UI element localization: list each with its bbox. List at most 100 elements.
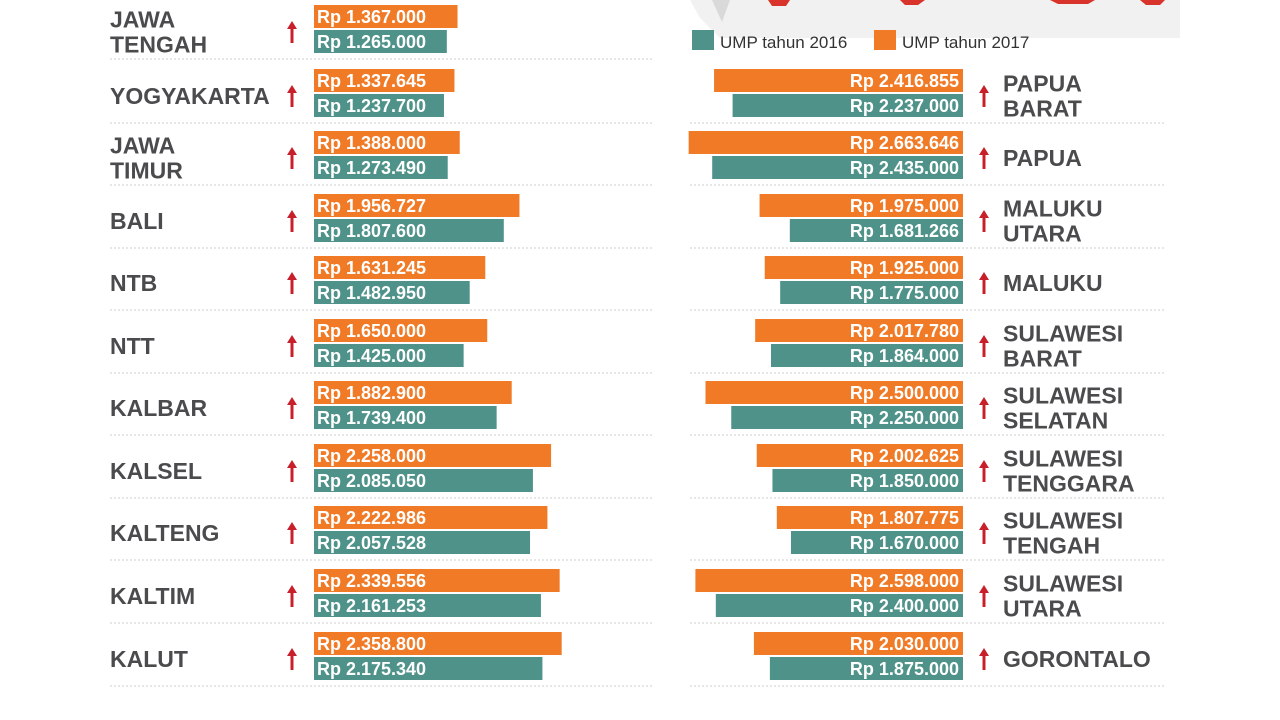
province-label: TIMUR (110, 158, 183, 184)
value-label-ump-2016: Rp 2.435.000 (850, 158, 959, 178)
bar-ump-2016 (731, 406, 963, 429)
province-row-left: Rp 1.650.000 Rp 1.425.000 NTT (110, 319, 652, 374)
province-label: KALBAR (110, 395, 207, 421)
value-label-ump-2017: Rp 2.358.800 (317, 634, 426, 654)
value-label-ump-2017: Rp 2.222.986 (317, 508, 426, 528)
legend-label-2017: UMP tahun 2017 (902, 33, 1029, 52)
province-label: MALUKU (1003, 196, 1103, 222)
province-label: PAPUA (1003, 145, 1082, 171)
value-label-ump-2017: Rp 1.367.000 (317, 7, 426, 27)
province-label: KALTIM (110, 583, 195, 609)
value-label-ump-2017: Rp 2.500.000 (850, 383, 959, 403)
value-label-ump-2016: Rp 1.807.600 (317, 221, 426, 241)
province-label: MALUKU (1003, 270, 1103, 296)
value-label-ump-2017: Rp 2.017.780 (850, 321, 959, 341)
bar-ump-2016 (790, 531, 963, 554)
province-label: GORONTALO (1003, 646, 1151, 672)
bar-ump-2016 (732, 94, 963, 117)
legend: UMP tahun 2016 UMP tahun 2017 (692, 30, 1029, 52)
up-arrow-icon (979, 335, 989, 357)
value-label-ump-2016: Rp 1.482.950 (317, 283, 426, 303)
province-row-right: Rp 2.030.000 Rp 1.875.000 GORONTALO (690, 632, 1166, 687)
bar-ump-2017 (314, 131, 460, 154)
value-label-ump-2016: Rp 1.237.700 (317, 96, 426, 116)
value-label-ump-2016: Rp 2.057.528 (317, 533, 426, 553)
province-label: NTT (110, 333, 155, 359)
province-label: BALI (110, 208, 164, 234)
up-arrow-icon (287, 648, 297, 670)
bar-ump-2017 (314, 632, 562, 655)
province-label: SULAWESI (1003, 383, 1123, 409)
province-label: JAWA (110, 133, 175, 159)
value-label-ump-2017: Rp 1.337.645 (317, 71, 426, 91)
bar-ump-2016 (771, 344, 963, 367)
value-label-ump-2017: Rp 2.002.625 (850, 446, 959, 466)
province-row-left: Rp 1.882.900 Rp 1.739.400 KALBAR (110, 381, 652, 436)
value-label-ump-2016: Rp 1.850.000 (850, 471, 959, 491)
province-label: TENGGARA (1003, 471, 1135, 497)
province-label: JAWA (110, 7, 175, 33)
bar-ump-2016 (712, 156, 963, 179)
value-label-ump-2016: Rp 1.425.000 (317, 346, 426, 366)
bar-ump-2017 (755, 319, 963, 342)
up-arrow-icon (287, 21, 297, 43)
province-label: KALUT (110, 646, 188, 672)
value-label-ump-2017: Rp 2.663.646 (850, 133, 959, 153)
bar-ump-2017 (714, 69, 963, 92)
value-label-ump-2017: Rp 1.882.900 (317, 383, 426, 403)
title-text-fragment (768, 0, 1165, 6)
bar-ump-2016 (789, 219, 963, 242)
province-label: UTARA (1003, 596, 1082, 622)
province-row-right: Rp 1.925.000 Rp 1.775.000 MALUKU (690, 256, 1166, 311)
province-label: SULAWESI (1003, 571, 1123, 597)
province-row-left: Rp 2.358.800 Rp 2.175.340 KALUT (110, 632, 652, 687)
value-label-ump-2016: Rp 1.681.266 (850, 221, 959, 241)
value-label-ump-2017: Rp 1.925.000 (850, 258, 959, 278)
bar-ump-2016 (314, 469, 533, 492)
bar-ump-2017 (314, 319, 488, 342)
province-row-left: Rp 1.631.245 Rp 1.482.950 NTB (110, 256, 652, 311)
up-arrow-icon (979, 85, 989, 107)
bar-ump-2017 (764, 256, 963, 279)
bar-ump-2016 (314, 30, 447, 53)
value-label-ump-2017: Rp 2.598.000 (850, 571, 959, 591)
bar-ump-2017 (753, 632, 963, 655)
value-label-ump-2017: Rp 1.807.775 (850, 508, 959, 528)
bar-ump-2016 (772, 469, 963, 492)
bar-ump-2017 (759, 194, 963, 217)
bar-ump-2016 (715, 594, 963, 617)
up-arrow-icon (287, 585, 297, 607)
bar-ump-2016 (780, 281, 963, 304)
bar-ump-2017 (314, 194, 520, 217)
up-arrow-icon (287, 397, 297, 419)
title-graphic (690, 0, 1180, 38)
bar-ump-2016 (314, 156, 448, 179)
province-label: SULAWESI (1003, 508, 1123, 534)
bar-ump-2017 (314, 5, 458, 28)
value-label-ump-2017: Rp 1.650.000 (317, 321, 426, 341)
value-label-ump-2016: Rp 2.250.000 (850, 408, 959, 428)
value-label-ump-2016: Rp 1.670.000 (850, 533, 959, 553)
province-label: BARAT (1003, 346, 1082, 372)
province-label: NTB (110, 270, 157, 296)
province-row-left: Rp 1.337.645 Rp 1.237.700 YOGYAKARTA (110, 69, 652, 124)
value-label-ump-2017: Rp 2.030.000 (850, 634, 959, 654)
bar-ump-2016 (314, 406, 497, 429)
province-label: TENGAH (1003, 533, 1100, 559)
up-arrow-icon (979, 585, 989, 607)
province-row-left: Rp 2.258.000 Rp 2.085.050 KALSEL (110, 444, 652, 499)
value-label-ump-2017: Rp 1.975.000 (850, 196, 959, 216)
bar-ump-2016 (314, 94, 444, 117)
value-label-ump-2016: Rp 2.161.253 (317, 596, 426, 616)
bar-ump-2016 (314, 281, 470, 304)
up-arrow-icon (979, 272, 989, 294)
value-label-ump-2017: Rp 2.339.556 (317, 571, 426, 591)
